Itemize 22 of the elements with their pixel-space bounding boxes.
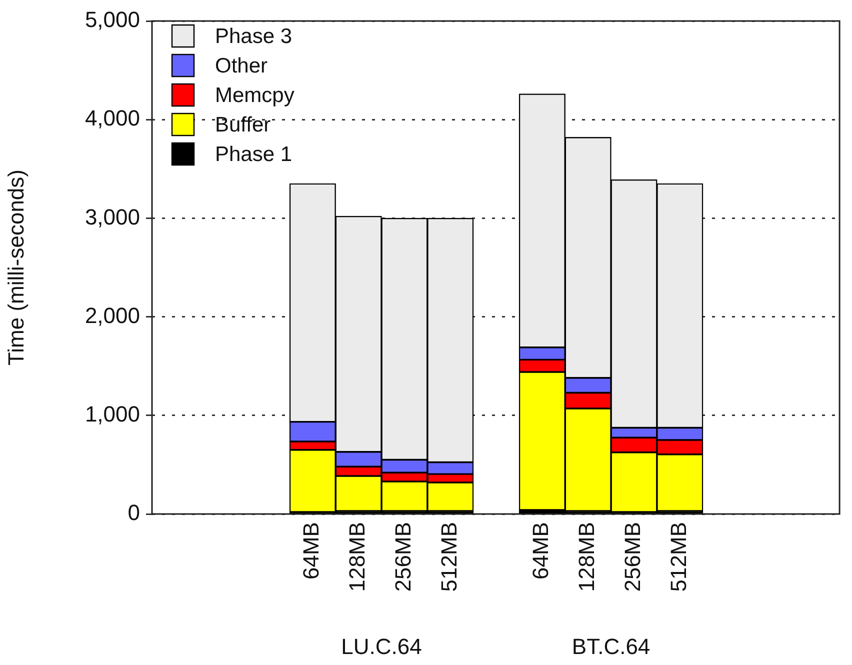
text: LU.C.64 bbox=[341, 634, 422, 660]
legend-label: Buffer bbox=[215, 113, 271, 136]
x-tick-label: 512MB bbox=[436, 522, 462, 592]
y-tick-label: 3,000 bbox=[84, 204, 140, 230]
x-tick-label: 128MB bbox=[574, 522, 600, 592]
x-tick-label: 64MB bbox=[528, 522, 554, 580]
y-tick-label: 4,000 bbox=[84, 106, 140, 131]
y-tick-label: 0 bbox=[128, 500, 140, 526]
x-tick-label: 256MB bbox=[620, 522, 646, 592]
y-axis-title: Time (milli-seconds) bbox=[3, 170, 28, 366]
x-tick-label: 256MB bbox=[390, 522, 416, 592]
legend-label: Memcpy bbox=[215, 84, 295, 107]
x-tick-label: 512MB bbox=[666, 522, 691, 592]
y-tick-label: 5,000 bbox=[84, 7, 140, 32]
legend-label: Other bbox=[215, 54, 268, 78]
legend-label: Phase 1 bbox=[215, 142, 292, 166]
text: BT.C.64 bbox=[572, 634, 650, 660]
x-tick-label: 64MB bbox=[298, 522, 324, 580]
y-tick-label: 2,000 bbox=[84, 302, 140, 328]
legend-label: Phase 3 bbox=[215, 24, 292, 48]
x-tick-label: 128MB bbox=[344, 522, 370, 592]
y-tick-label: 1,000 bbox=[84, 401, 140, 426]
